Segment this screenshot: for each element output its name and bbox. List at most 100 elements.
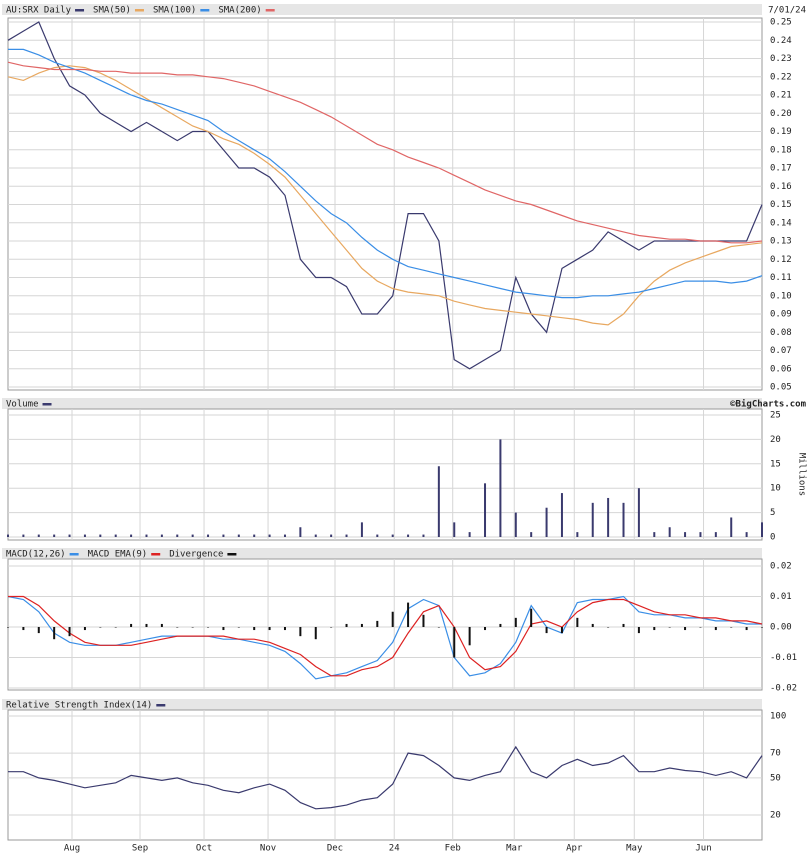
y-tick-label: 10 [770, 484, 781, 494]
y-tick-label: 0.11 [770, 273, 792, 283]
bar [299, 527, 302, 537]
legend-label: Divergence [169, 550, 223, 560]
bar [714, 532, 717, 537]
header-strip [2, 398, 762, 409]
bar [268, 627, 271, 631]
y-tick-label: 0.24 [770, 36, 792, 46]
bar [114, 534, 117, 537]
series-line [8, 745, 763, 810]
x-tick-label: Jun [695, 844, 711, 854]
bar [576, 617, 579, 627]
bar [761, 522, 763, 537]
bar [299, 627, 302, 637]
bar [283, 534, 286, 537]
bar [22, 627, 25, 631]
header-strip [2, 4, 762, 15]
y-tick-label: -0.01 [770, 653, 797, 663]
bar [37, 534, 40, 537]
y-tick-label: 0.12 [770, 255, 792, 265]
bar [437, 627, 440, 628]
bar [484, 483, 487, 537]
y-tick-label: 0.17 [770, 164, 792, 174]
bar [283, 627, 286, 631]
bar [699, 627, 702, 628]
bar [237, 534, 240, 537]
legend-swatch [75, 9, 85, 12]
bar [160, 623, 163, 627]
bar [422, 614, 425, 627]
y-tick-label: 0.23 [770, 54, 792, 64]
y-tick-label: 100 [770, 712, 786, 722]
bar [145, 534, 148, 537]
header-strip [2, 699, 762, 710]
bar [437, 466, 440, 537]
bar [637, 488, 640, 537]
bar [407, 534, 410, 537]
series-line [8, 595, 763, 677]
bar [145, 623, 148, 627]
y-tick-label: 0.10 [770, 291, 792, 301]
bar [684, 532, 687, 537]
bar [530, 532, 533, 537]
legend-label: Volume [6, 400, 39, 410]
y-tick-label: 0.08 [770, 328, 792, 338]
y-tick-label: 15 [770, 459, 781, 469]
bar [668, 527, 671, 537]
bar [360, 522, 363, 537]
bar [130, 623, 133, 627]
bar [514, 617, 517, 627]
y-axis-label: Millions [797, 453, 807, 496]
series-line [7, 65, 763, 326]
bar [237, 627, 240, 628]
y-tick-label: 0.22 [770, 72, 792, 82]
bar [468, 532, 471, 537]
legend-label: AU:SRX Daily [6, 6, 72, 16]
bar [391, 611, 394, 627]
bar [376, 620, 379, 627]
bar [314, 534, 317, 537]
legend-swatch [227, 553, 237, 556]
bar [453, 627, 456, 658]
bar [222, 627, 225, 631]
bar [99, 534, 102, 537]
legend-label: SMA(200) [218, 6, 261, 16]
bar [376, 534, 379, 537]
bar [68, 534, 71, 537]
y-tick-label: 0.20 [770, 109, 792, 119]
legend-label: SMA(100) [153, 6, 196, 16]
series-line [7, 21, 763, 370]
bar [222, 534, 225, 537]
bar [591, 502, 594, 537]
bar [360, 623, 363, 627]
bar [345, 534, 348, 537]
bar [622, 502, 625, 537]
y-tick-label: 20 [770, 435, 781, 445]
bar [7, 627, 9, 628]
bar [314, 627, 317, 640]
y-tick-label: 20 [770, 811, 781, 821]
bar [560, 493, 563, 537]
bar [407, 602, 410, 627]
y-tick-label: 0.06 [770, 364, 792, 374]
series-line [7, 595, 762, 680]
y-tick-label: 0.25 [770, 18, 792, 28]
bar [345, 623, 348, 627]
bar [514, 512, 517, 537]
y-tick-label: 0.00 [770, 623, 792, 633]
bar [668, 627, 671, 628]
x-tick-label: Aug [64, 844, 80, 854]
y-tick-label: 5 [770, 508, 775, 518]
bar [637, 627, 640, 634]
x-tick-label: May [626, 844, 643, 854]
bar [714, 627, 717, 631]
legend-label: SMA(50) [93, 6, 131, 16]
bar [499, 623, 502, 627]
annotation: ©BigCharts.com [730, 399, 806, 410]
bar [37, 627, 40, 634]
x-tick-label: 24 [389, 844, 400, 854]
legend-swatch [200, 9, 210, 12]
bar [422, 534, 425, 537]
legend-label: MACD(12,26) [6, 550, 66, 560]
bar [176, 627, 179, 628]
